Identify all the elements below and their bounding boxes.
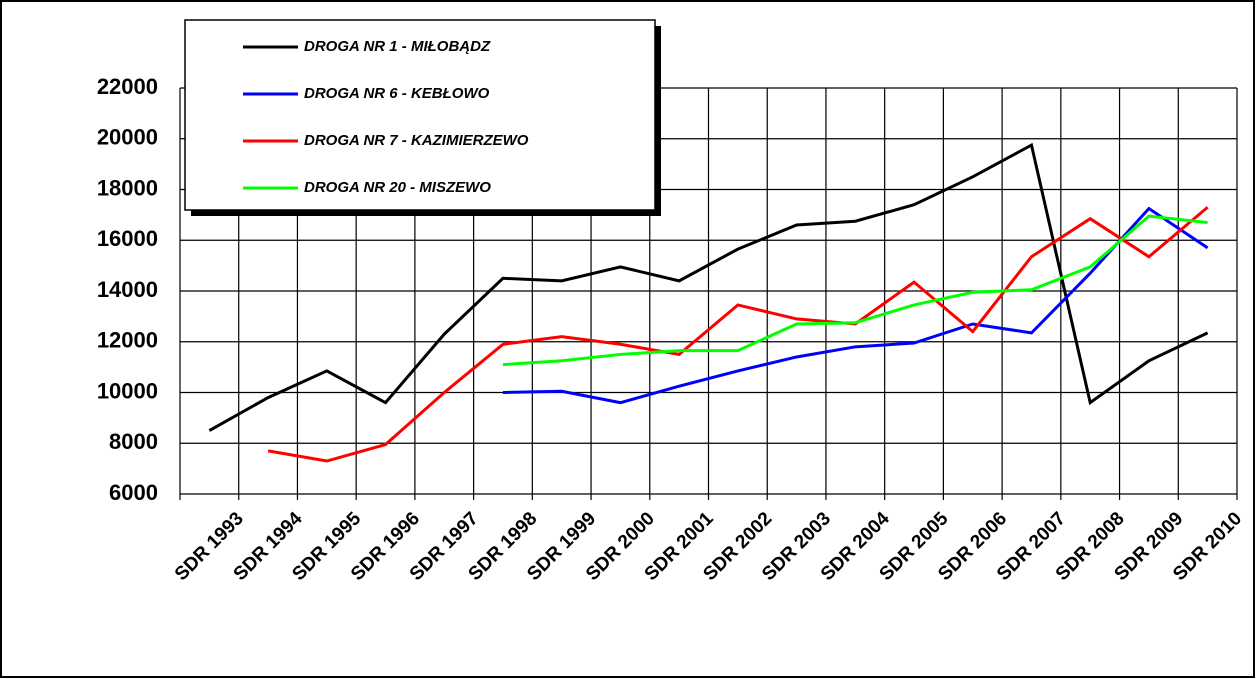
y-tick-label: 14000 [97, 277, 158, 302]
series-line [502, 214, 1208, 367]
y-tick-label: 20000 [97, 125, 158, 150]
legend-label: DROGA NR 6 - KEBŁOWO [304, 85, 490, 102]
y-tick-label: 22000 [97, 74, 158, 99]
series-line [208, 142, 1209, 432]
legend: DROGA NR 1 - MIŁOBĄDZ DROGA NR 6 - KEBŁOW… [184, 19, 661, 216]
y-tick-label: 18000 [97, 175, 158, 200]
legend-label: DROGA NR 1 - MIŁOBĄDZ [304, 38, 491, 55]
y-tick-label: 6000 [109, 480, 158, 505]
series-line [502, 206, 1209, 405]
legend-box [184, 19, 656, 211]
y-tick-label: 12000 [97, 328, 158, 353]
legend-label: DROGA NR 20 - MISZEWO [304, 179, 491, 196]
series-line [267, 206, 1209, 463]
y-tick-label: 16000 [97, 226, 158, 251]
legend-label: DROGA NR 7 - KAZIMIERZEWO [304, 132, 529, 149]
y-tick-label: 10000 [97, 378, 158, 403]
y-tick-label: 8000 [109, 429, 158, 454]
plot [208, 142, 1209, 463]
